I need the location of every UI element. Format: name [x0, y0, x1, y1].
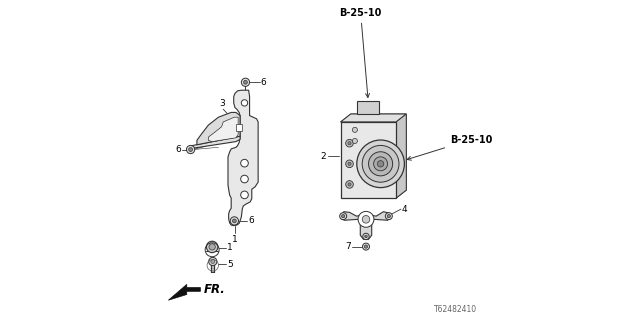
Polygon shape [340, 114, 406, 198]
Circle shape [241, 100, 248, 106]
Circle shape [186, 145, 195, 154]
Circle shape [346, 140, 353, 147]
Text: T62482410: T62482410 [434, 305, 477, 314]
Circle shape [387, 215, 390, 218]
Text: 6: 6 [260, 78, 266, 87]
Bar [236, 124, 242, 132]
Polygon shape [396, 114, 406, 198]
Circle shape [241, 78, 250, 86]
Circle shape [211, 260, 214, 263]
Circle shape [348, 162, 351, 165]
Circle shape [348, 142, 351, 145]
Circle shape [241, 159, 248, 167]
Text: FR.: FR. [204, 283, 225, 296]
Circle shape [348, 183, 351, 186]
Circle shape [353, 139, 357, 143]
Circle shape [365, 235, 367, 238]
Polygon shape [197, 112, 240, 145]
Circle shape [232, 219, 236, 223]
Circle shape [342, 215, 345, 218]
Polygon shape [340, 114, 406, 122]
Text: 5: 5 [227, 260, 233, 268]
Circle shape [378, 161, 384, 167]
Circle shape [353, 127, 357, 132]
Circle shape [241, 175, 248, 183]
Bar [340, 122, 396, 198]
Circle shape [207, 241, 218, 252]
Text: 6: 6 [175, 145, 181, 154]
Text: B-25-10: B-25-10 [339, 8, 382, 98]
Polygon shape [340, 212, 391, 239]
Circle shape [363, 233, 369, 240]
Circle shape [189, 148, 193, 151]
Circle shape [241, 191, 248, 199]
Circle shape [385, 213, 392, 220]
Circle shape [209, 244, 215, 250]
Polygon shape [190, 136, 240, 152]
Circle shape [244, 80, 247, 84]
Circle shape [209, 257, 217, 266]
Text: 4: 4 [402, 205, 408, 214]
Text: B-25-10: B-25-10 [407, 134, 492, 160]
Circle shape [346, 180, 353, 188]
Circle shape [356, 140, 404, 188]
Circle shape [374, 157, 388, 171]
Text: 1: 1 [232, 235, 238, 244]
Circle shape [362, 215, 370, 223]
Circle shape [340, 213, 347, 220]
Circle shape [364, 245, 367, 248]
Circle shape [230, 217, 239, 225]
Text: 7: 7 [345, 242, 351, 251]
Text: 6: 6 [248, 216, 253, 225]
Circle shape [369, 152, 393, 176]
Circle shape [362, 243, 369, 250]
Circle shape [358, 212, 374, 227]
Circle shape [362, 145, 399, 182]
Text: 1: 1 [227, 244, 233, 252]
Polygon shape [168, 284, 200, 300]
Text: 2: 2 [321, 152, 326, 161]
Text: 3: 3 [219, 99, 225, 108]
Polygon shape [228, 90, 258, 226]
Bar [357, 101, 380, 114]
Circle shape [346, 160, 353, 168]
Polygon shape [209, 117, 238, 142]
